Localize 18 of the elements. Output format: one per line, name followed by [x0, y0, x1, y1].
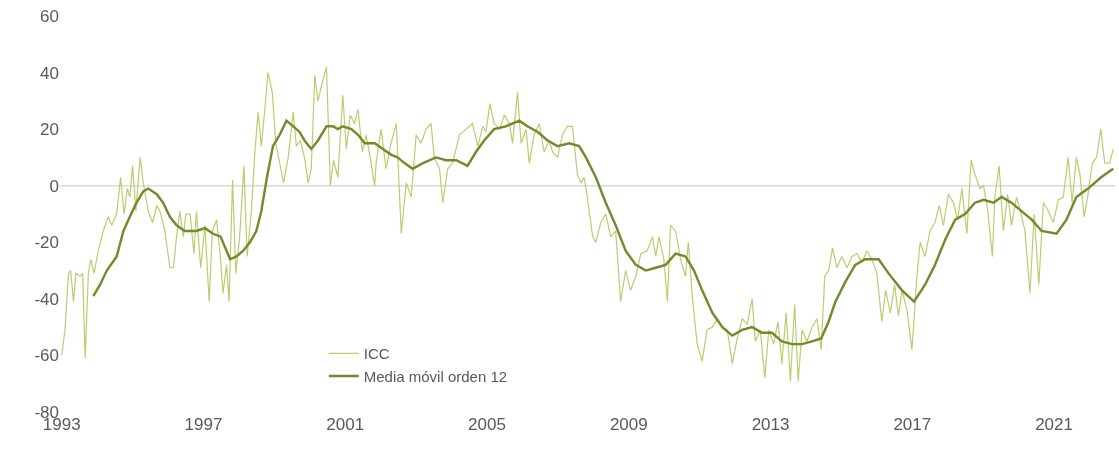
x-tick-label: 2013: [751, 415, 790, 434]
x-tick-label: 2005: [468, 415, 506, 434]
y-tick-label: -60: [34, 346, 59, 366]
y-tick-label: -20: [34, 233, 59, 253]
x-tick-label: 2017: [893, 415, 932, 434]
line-series: [92, 119, 1115, 346]
line-series: [61, 66, 1114, 382]
legend-label: Media móvil orden 12: [363, 367, 508, 385]
x-tick-label: 2009: [609, 415, 648, 434]
y-tick-label: -40: [34, 289, 59, 309]
y-tick-label: 0: [49, 176, 59, 196]
y-tick-label: 60: [40, 6, 59, 26]
y-tick-label: 40: [40, 63, 59, 83]
x-tick-label: 2021: [1035, 415, 1073, 434]
x-tick-label: 2001: [326, 415, 365, 434]
legend-label: ICC: [363, 345, 390, 363]
y-tick-label: 20: [40, 120, 59, 140]
x-tick-label: 1997: [184, 415, 223, 434]
